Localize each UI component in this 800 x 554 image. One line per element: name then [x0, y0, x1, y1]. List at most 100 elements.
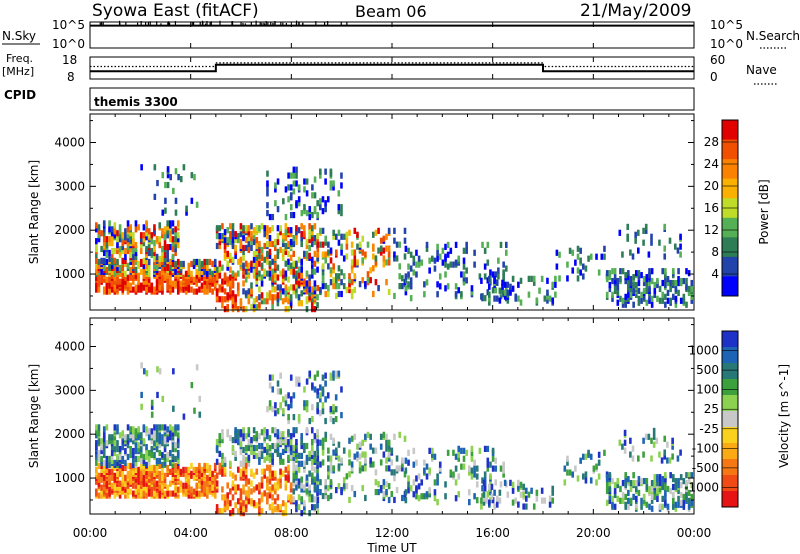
heat-cell	[327, 494, 330, 502]
heat-cell	[316, 402, 319, 409]
heat-cell	[137, 455, 140, 463]
heat-cell	[404, 457, 408, 464]
heat-cell	[690, 481, 694, 489]
heat-cell	[169, 264, 172, 272]
heat-cell	[95, 274, 98, 281]
heat-cell	[401, 275, 404, 282]
heat-cell	[239, 231, 243, 238]
heat-cell	[284, 437, 288, 444]
heat-cell	[260, 280, 264, 287]
heat-cell	[108, 455, 111, 463]
heat-cell	[433, 495, 437, 502]
heat-cell	[495, 279, 499, 286]
heat-cell	[332, 281, 335, 288]
heat-cell	[407, 271, 410, 278]
heat-cell	[329, 267, 333, 274]
heat-cell	[211, 474, 214, 481]
heat-cell	[303, 250, 306, 257]
heat-cell	[132, 461, 135, 468]
heat-cell	[310, 240, 314, 248]
heat-cell	[244, 480, 248, 487]
heat-cell	[310, 300, 314, 307]
heat-cell	[310, 225, 314, 232]
heat-cell	[121, 470, 125, 477]
heat-cell	[297, 294, 301, 301]
heat-cell	[342, 273, 346, 280]
heat-cell	[252, 435, 256, 442]
heat-cell	[535, 297, 539, 304]
heat-cell	[145, 262, 148, 270]
heat-cell	[621, 297, 625, 304]
heat-cell	[308, 213, 312, 221]
heat-cell	[486, 457, 490, 464]
colorbar-tick-label: 8	[711, 245, 719, 259]
heat-cell	[431, 255, 434, 262]
heat-cell	[308, 280, 311, 287]
heat-cell	[385, 233, 388, 240]
heat-cell	[489, 473, 492, 480]
heat-cell	[163, 255, 167, 263]
heat-cell	[229, 510, 232, 517]
heat-cell	[287, 250, 290, 257]
heat-cell	[102, 276, 106, 283]
heat-cell	[244, 506, 248, 513]
heat-cell	[387, 496, 391, 504]
colorbar-swatch	[722, 443, 738, 460]
heat-cell	[634, 485, 638, 493]
heat-cell	[250, 488, 253, 495]
heat-cell	[255, 502, 259, 509]
velocity-ylabel: Slant Range [km]	[27, 364, 41, 468]
heat-cell	[436, 243, 439, 250]
heat-cell	[226, 260, 230, 267]
heat-cell	[244, 276, 248, 283]
heat-cell	[155, 430, 159, 437]
heat-cell	[517, 281, 520, 288]
heat-cell	[332, 233, 335, 240]
heat-cell	[276, 292, 280, 299]
heat-cell	[393, 227, 396, 234]
heat-cell	[274, 182, 277, 189]
heat-cell	[260, 492, 264, 499]
heat-cell	[540, 487, 544, 494]
heat-cell	[629, 285, 633, 293]
heat-cell	[268, 248, 272, 256]
heat-cell	[310, 504, 314, 511]
colorbar-swatch	[722, 159, 738, 180]
heat-cell	[234, 484, 237, 491]
heat-cell	[669, 285, 672, 293]
heat-cell	[417, 473, 421, 480]
heat-cell	[172, 187, 175, 195]
noise-panel: N.Sky 10^5 10^0 10^5 10^0 N.Search	[2, 18, 800, 51]
heat-cell	[108, 236, 111, 243]
heat-cell	[171, 260, 175, 268]
heat-cell	[452, 449, 455, 456]
heat-cell	[499, 465, 503, 472]
heat-cell	[223, 242, 227, 250]
heat-cell	[327, 465, 330, 472]
heat-cell	[462, 455, 466, 462]
heat-cell	[139, 462, 143, 470]
heat-cell	[161, 274, 164, 281]
heat-cell	[108, 490, 111, 497]
heat-cell	[640, 503, 643, 510]
heat-cell	[231, 240, 235, 248]
colorbar-swatch	[722, 217, 738, 238]
heat-cell	[223, 460, 227, 467]
heat-cell	[377, 481, 380, 488]
heat-cell	[242, 288, 245, 295]
heat-cell	[244, 306, 248, 313]
heat-cell	[266, 184, 269, 191]
heat-cell	[491, 497, 495, 504]
heat-cell	[126, 236, 130, 243]
heat-cell	[124, 486, 127, 493]
heat-cell	[671, 497, 675, 504]
heat-cell	[292, 240, 296, 248]
heat-cell	[140, 362, 143, 369]
heat-cell	[95, 424, 98, 431]
heat-cell	[663, 223, 667, 231]
heat-cell	[423, 459, 426, 466]
heat-cell	[438, 283, 442, 290]
heat-cell	[324, 483, 328, 490]
heat-cell	[147, 490, 151, 497]
heat-cell	[308, 370, 312, 377]
